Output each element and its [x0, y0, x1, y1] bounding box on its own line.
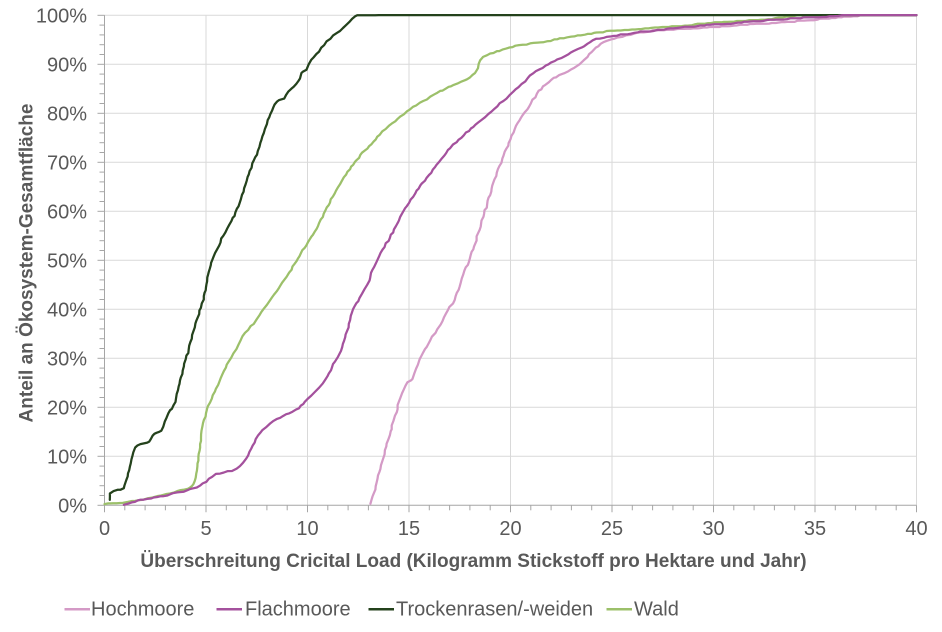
- svg-text:20: 20: [499, 518, 521, 540]
- svg-text:10%: 10%: [47, 446, 87, 468]
- svg-text:60%: 60%: [47, 201, 87, 223]
- svg-text:30%: 30%: [47, 348, 87, 370]
- svg-text:20%: 20%: [47, 397, 87, 419]
- svg-text:Anteil an Ökosystem-Gesamtfläc: Anteil an Ökosystem-Gesamtfläche: [17, 104, 38, 423]
- svg-text:15: 15: [398, 518, 420, 540]
- svg-text:0%: 0%: [58, 495, 87, 517]
- svg-text:0: 0: [99, 518, 110, 540]
- svg-text:Wald: Wald: [634, 599, 679, 621]
- svg-text:100%: 100%: [36, 5, 87, 27]
- svg-text:Überschreitung Cricital Load (: Überschreitung Cricital Load (Kilogramm …: [140, 551, 806, 572]
- svg-text:30: 30: [702, 518, 724, 540]
- svg-text:25: 25: [601, 518, 623, 540]
- svg-text:Trockenrasen/-weiden: Trockenrasen/-weiden: [396, 599, 593, 621]
- svg-text:40%: 40%: [47, 299, 87, 321]
- svg-text:90%: 90%: [47, 54, 87, 76]
- svg-text:40: 40: [905, 518, 927, 540]
- svg-text:5: 5: [200, 518, 211, 540]
- svg-text:35: 35: [804, 518, 826, 540]
- svg-text:Hochmoore: Hochmoore: [91, 599, 194, 621]
- svg-text:70%: 70%: [47, 152, 87, 174]
- svg-text:80%: 80%: [47, 103, 87, 125]
- svg-text:Flachmoore: Flachmoore: [245, 599, 351, 621]
- svg-text:10: 10: [296, 518, 318, 540]
- svg-text:50%: 50%: [47, 250, 87, 272]
